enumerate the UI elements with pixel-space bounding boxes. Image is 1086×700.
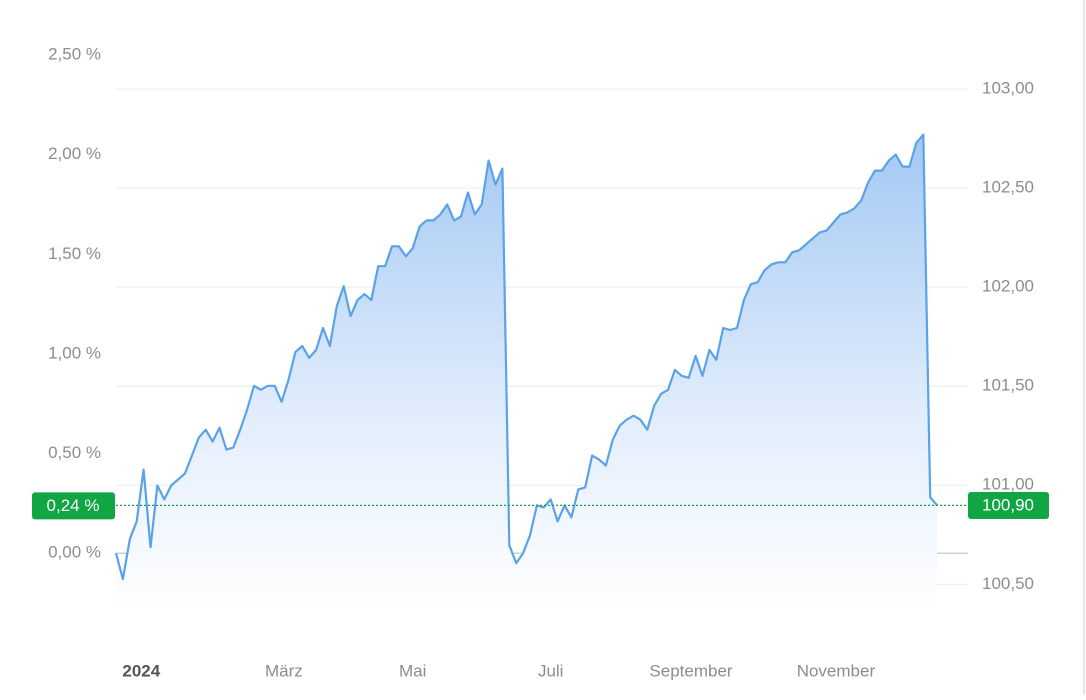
x-tick-label: März: [265, 661, 303, 680]
current-value-badge: [32, 492, 115, 520]
x-tick-label: Juli: [538, 661, 564, 680]
line: [114, 133, 938, 581]
x-tick-label: September: [649, 661, 732, 680]
current-value-y2-badge: [968, 492, 1049, 520]
y2-tick-label: 101,00: [982, 475, 1034, 494]
x-tick-label: November: [797, 661, 876, 680]
y-tick-label: 0,00 %: [48, 543, 101, 562]
current-value-label: 0,24 %: [47, 496, 100, 515]
y-tick-label: 0,50 %: [48, 443, 101, 462]
y-tick-label: 2,00 %: [48, 144, 101, 163]
area-fill: [116, 134, 938, 613]
x-tick-label: 2024: [122, 661, 160, 680]
current-value-y2-label: 100,90: [982, 496, 1034, 515]
y-tick-label: 1,00 %: [48, 343, 101, 362]
y2-tick-label: 100,50: [982, 574, 1034, 593]
y2-tick-label: 102,00: [982, 277, 1034, 296]
y2-tick-label: 102,50: [982, 178, 1034, 197]
x-tick-label: Mai: [399, 661, 426, 680]
y2-tick-label: 101,50: [982, 376, 1034, 395]
y-tick-label: 2,50 %: [48, 44, 101, 63]
y2-tick-label: 103,00: [982, 79, 1034, 98]
y-tick-label: 1,50 %: [48, 244, 101, 263]
